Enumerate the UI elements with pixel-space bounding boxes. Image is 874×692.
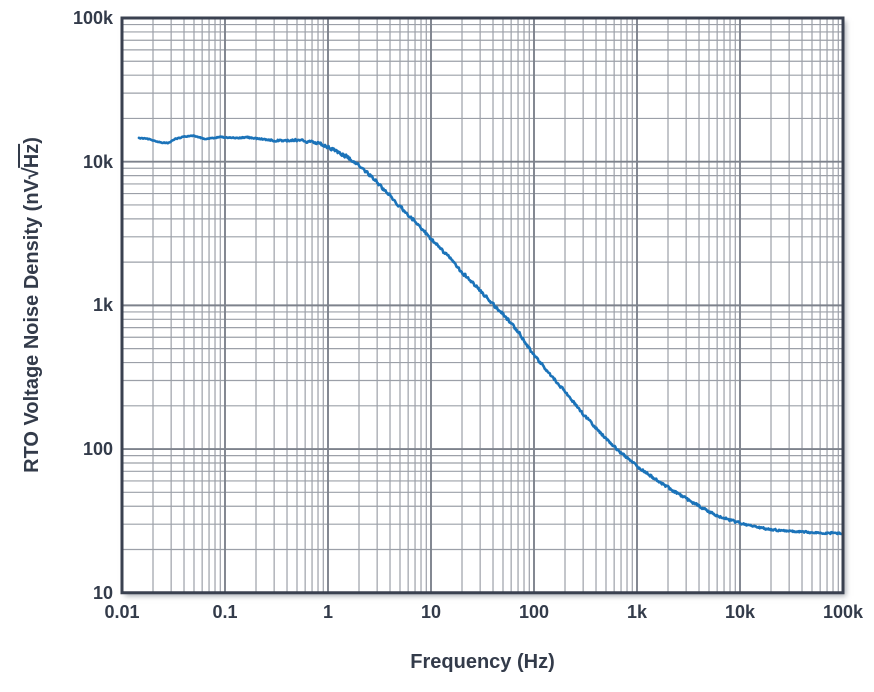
y-tick-label-100k: 100k — [72, 8, 113, 28]
plot-frame — [120, 16, 845, 595]
y-tick-label-1k: 1k — [92, 295, 113, 316]
y-axis-title-prefix: RTO Voltage Noise Density (nV — [21, 179, 43, 474]
x-tick-label-10k: 10k — [724, 602, 756, 622]
y-axis-title: RTO Voltage Noise Density (nV√Hz) — [18, 137, 43, 474]
sqrt-symbol: √ — [18, 168, 43, 180]
x-axis-title: Frequency (Hz) — [410, 651, 555, 673]
y-tick-label-100: 100 — [82, 439, 113, 460]
y-axis-title-radicand: Hz — [18, 144, 43, 169]
x-tick-label-10: 10 — [420, 602, 442, 622]
x-tick-label-0.1: 0.1 — [212, 602, 238, 622]
x-tick-label-100k: 100k — [822, 602, 864, 622]
x-tick-label-1: 1 — [322, 602, 334, 622]
y-tick-label-10k: 10k — [82, 151, 113, 172]
x-tick-label-100: 100 — [518, 602, 550, 622]
noise-density-curve — [137, 134, 843, 536]
y-tick-label-10: 10 — [92, 582, 113, 603]
x-tick-label-0.01: 0.01 — [104, 602, 140, 622]
x-tick-label-1k: 1k — [626, 602, 648, 622]
major-gridlines — [122, 18, 843, 593]
y-axis-title-suffix: ) — [21, 137, 43, 145]
